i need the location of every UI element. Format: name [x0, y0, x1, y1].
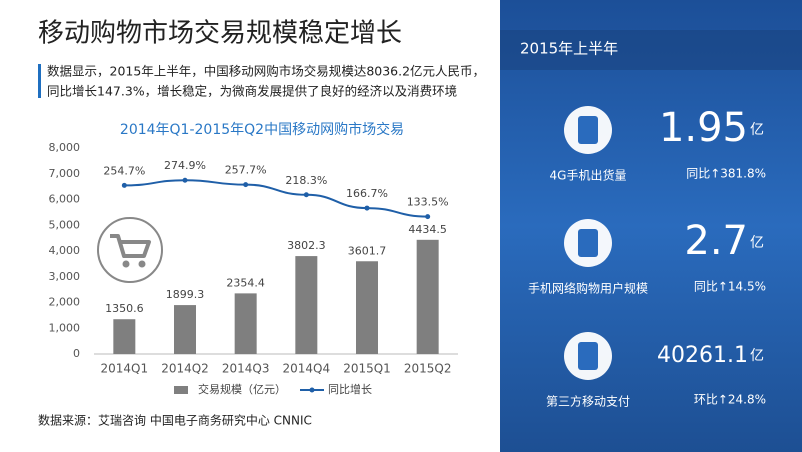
item-icon-glyph: [578, 342, 598, 370]
y-tick-label: 1,000: [49, 321, 81, 334]
value-label: 133.5%: [407, 196, 449, 209]
line-point: [303, 192, 309, 198]
item-label: 第三方移动支付: [546, 394, 630, 409]
item-value-unit: 亿: [750, 122, 764, 138]
item-icon-glyph: [578, 116, 598, 144]
bar: [416, 239, 439, 354]
legend-label: 同比增长: [328, 382, 372, 396]
x-tick-label: 2014Q4: [283, 362, 331, 376]
legend-label: 交易规模（亿元）: [198, 382, 286, 396]
item-value: 2.7 亿: [684, 218, 764, 264]
item-change: 同比↑381.8%: [686, 167, 766, 181]
line-point: [121, 182, 127, 188]
value-label: 274.9%: [164, 159, 206, 172]
description: 数据显示，2015年上半年，中国移动网购市场交易规模达8036.2亿元人民币，: [47, 64, 485, 79]
y-tick-label: 8,000: [49, 141, 81, 154]
value-label: 1899.3: [166, 288, 205, 301]
item-value-number: 1.95: [659, 105, 748, 151]
value-label: 257.7%: [225, 164, 267, 177]
legend-swatch: [174, 386, 188, 394]
y-tick-label: 7,000: [49, 167, 81, 180]
y-tick-label: 0: [73, 347, 80, 360]
source: 数据来源：艾瑞咨询 中国电子商务研究中心 CNNIC: [38, 413, 312, 428]
item-value-unit: 亿: [750, 348, 764, 364]
bar: [356, 261, 378, 354]
line-point: [243, 182, 249, 188]
bar: [113, 319, 136, 354]
value-label: 1350.6: [105, 302, 144, 315]
y-tick-label: 3,000: [49, 270, 81, 283]
line-point: [425, 214, 431, 220]
cart-icon: [97, 217, 163, 283]
value-label: 218.3%: [285, 174, 327, 187]
line-point: [182, 177, 188, 183]
accent-bar: [38, 64, 41, 98]
x-tick-label: 2015Q1: [343, 362, 391, 376]
chart-title: 2014年Q1-2015年Q2中国移动网购市场交易: [120, 121, 404, 138]
item-change: 环比↑24.8%: [694, 393, 766, 407]
item-label: 手机网络购物用户规模: [528, 281, 648, 296]
value-label: 2354.4: [226, 276, 265, 289]
y-tick-label: 5,000: [49, 218, 81, 231]
legend-swatch: [309, 387, 315, 393]
item-value: 40261.1 亿: [657, 343, 764, 368]
x-tick-label: 2014Q1: [101, 362, 149, 376]
item-value-unit: 亿: [750, 235, 764, 251]
item-icon-glyph: [578, 229, 598, 257]
y-tick-label: 6,000: [49, 193, 81, 206]
value-label: 4434.5: [408, 223, 447, 236]
x-tick-label: 2015Q2: [404, 362, 452, 376]
x-tick-label: 2014Q3: [222, 362, 270, 376]
item-change: 同比↑14.5%: [694, 280, 766, 294]
y-tick-label: 2,000: [49, 296, 81, 309]
panel-band: [500, 30, 802, 70]
x-tick-label: 2014Q2: [161, 362, 209, 376]
item-value-number: 40261.1: [657, 343, 748, 368]
bar: [234, 293, 257, 354]
item-value: 1.95 亿: [659, 105, 764, 151]
bar: [174, 305, 196, 354]
value-label: 3601.7: [348, 244, 387, 257]
page-title: 移动购物市场交易规模稳定增长: [38, 19, 402, 49]
description: 同比增长147.3%，增长稳定，为微商发展提供了良好的经济以及消费环境: [47, 84, 457, 99]
side-panel: [500, 0, 802, 452]
line: [124, 179, 428, 218]
y-tick-label: 4,000: [49, 244, 81, 257]
bar: [295, 256, 318, 354]
value-label: 254.7%: [103, 164, 145, 177]
value-label: 3802.3: [287, 239, 326, 252]
panel-title: 2015年上半年: [520, 40, 618, 58]
line-point: [364, 205, 370, 211]
item-value-number: 2.7: [684, 218, 748, 264]
item-label: 4G手机出货量: [550, 168, 627, 183]
value-label: 166.7%: [346, 187, 388, 200]
